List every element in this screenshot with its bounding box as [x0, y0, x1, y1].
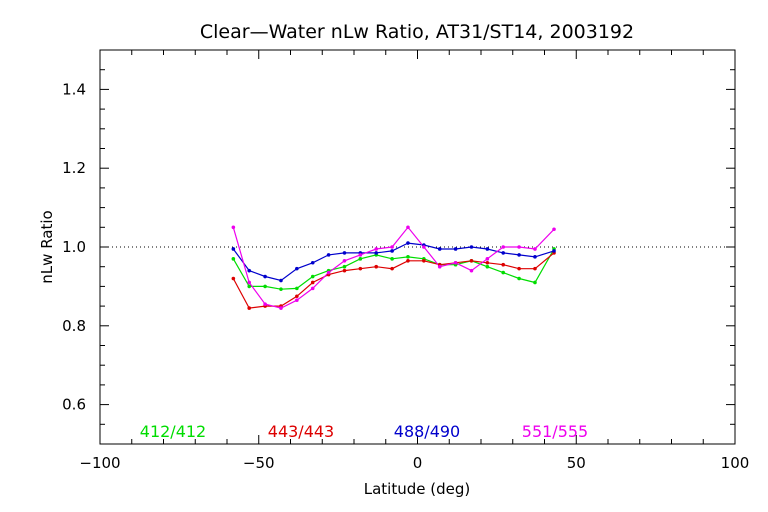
data-point	[295, 266, 299, 271]
data-point	[501, 245, 506, 249]
data-point	[469, 245, 474, 249]
y-tick-label: 0.6	[62, 396, 86, 414]
y-axis-label: nLw Ratio	[38, 210, 56, 283]
data-point	[342, 264, 347, 269]
series-line	[232, 242, 555, 282]
data-point	[310, 280, 315, 285]
data-point	[390, 245, 394, 249]
data-point	[358, 266, 363, 271]
legend-entry: 551/555	[522, 422, 588, 441]
data-point	[231, 225, 236, 230]
data-point	[310, 274, 315, 279]
data-point	[501, 262, 506, 267]
data-point	[231, 257, 236, 261]
x-tick-label: 0	[413, 454, 423, 472]
data-point	[517, 253, 521, 257]
data-point	[533, 255, 537, 259]
data-point	[342, 268, 347, 273]
data-point	[247, 284, 252, 289]
data-point	[279, 278, 283, 283]
data-point	[552, 227, 556, 232]
x-axis-label: Latitude (deg)	[364, 480, 470, 498]
data-point	[310, 260, 315, 265]
data-point	[295, 294, 299, 299]
data-point	[406, 241, 410, 245]
data-point	[358, 253, 363, 257]
data-point	[422, 258, 426, 263]
data-point	[247, 268, 252, 273]
data-point	[437, 247, 442, 251]
data-point	[326, 253, 331, 257]
axis-ticks	[99, 49, 736, 445]
data-point	[390, 266, 394, 271]
data-point	[374, 264, 379, 269]
data-point	[485, 247, 490, 251]
data-point	[263, 284, 267, 289]
data-point	[533, 280, 537, 285]
data-point	[295, 286, 299, 291]
plot-frame	[99, 49, 736, 445]
series-points	[231, 225, 556, 310]
data-point	[390, 249, 394, 253]
data-point	[501, 251, 506, 255]
data-point	[390, 257, 394, 261]
y-tick-label: 0.8	[62, 317, 86, 335]
y-tick-label: 1.2	[62, 159, 86, 177]
data-point	[263, 274, 267, 279]
data-point	[485, 257, 490, 261]
chart-title: Clear—Water nLw Ratio, AT31/ST14, 200319…	[200, 21, 634, 43]
data-point	[453, 260, 458, 265]
data-point	[406, 225, 410, 230]
x-tick-label: 100	[721, 454, 750, 472]
data-point	[326, 270, 331, 275]
legend-entry: 412/412	[140, 422, 206, 441]
axis-tick-labels: −100 −50 0 50 100 0.6 0.8 1.0 1.2 1.4	[62, 80, 749, 472]
data-point	[485, 264, 490, 269]
data-point	[485, 260, 490, 265]
data-point	[231, 276, 236, 281]
legend-entry: 488/490	[394, 422, 460, 441]
legend-entry: 443/443	[268, 422, 334, 441]
data-point	[295, 298, 299, 302]
data-point	[374, 247, 379, 251]
data-point	[279, 287, 283, 291]
data-point	[501, 270, 506, 275]
data-point	[469, 258, 474, 263]
data-point	[406, 255, 410, 259]
data-point	[469, 268, 474, 273]
data-point	[552, 249, 556, 253]
data-point	[453, 247, 458, 251]
x-tick-label: −100	[79, 454, 120, 472]
data-point	[533, 247, 537, 251]
data-point	[231, 247, 236, 251]
data-point	[517, 266, 521, 271]
x-tick-label: 50	[567, 454, 586, 472]
series-lines	[232, 226, 555, 309]
x-tick-label: −50	[243, 454, 275, 472]
data-point	[247, 306, 252, 310]
data-point	[406, 258, 410, 263]
data-point	[517, 245, 521, 249]
data-point	[247, 280, 252, 285]
data-point	[310, 286, 315, 291]
data-point	[437, 264, 442, 269]
data-point	[263, 302, 267, 306]
y-tick-label: 1.4	[62, 80, 86, 98]
data-point	[279, 306, 283, 310]
data-point	[342, 258, 347, 263]
data-point	[358, 257, 363, 261]
data-point	[517, 276, 521, 281]
data-point	[342, 251, 347, 255]
legend: 412/412 443/443 488/490 551/555	[140, 422, 588, 441]
data-point	[533, 266, 537, 271]
y-tick-label: 1.0	[62, 238, 86, 256]
data-point	[374, 251, 379, 255]
data-point	[422, 245, 426, 249]
